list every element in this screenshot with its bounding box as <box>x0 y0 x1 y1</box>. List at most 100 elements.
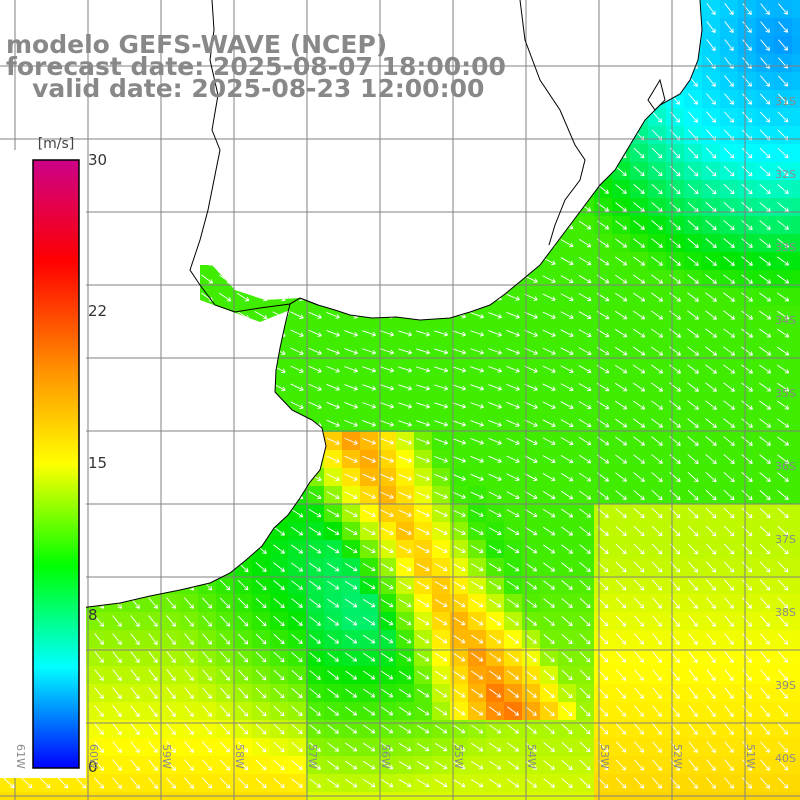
wind-arrow <box>452 4 466 14</box>
wind-cell <box>792 648 800 667</box>
wind-cell <box>162 414 181 433</box>
wind-arrow <box>255 130 267 140</box>
wind-arrow <box>723 310 736 320</box>
wind-arrow <box>777 256 790 266</box>
wind-arrow <box>488 419 502 427</box>
wind-cell <box>234 360 253 379</box>
wind-arrow <box>634 669 644 681</box>
wind-arrow <box>597 561 609 573</box>
wind-arrow <box>777 238 790 248</box>
wind-cell <box>342 144 361 163</box>
latitude-label-39s: 39S <box>775 679 796 692</box>
wind-arrow <box>615 508 627 518</box>
wind-arrow <box>723 256 735 266</box>
wind-arrow <box>705 147 717 159</box>
wind-arrow <box>220 705 231 717</box>
wind-arrow <box>290 383 304 391</box>
wind-cell <box>522 90 541 109</box>
wind-cell <box>306 432 325 451</box>
wind-arrow <box>398 634 412 644</box>
wind-arrow <box>741 238 753 248</box>
wind-arrow <box>470 239 484 247</box>
wind-cell <box>360 216 379 235</box>
wind-arrow <box>219 129 231 141</box>
wind-arrow <box>705 382 717 392</box>
wind-arrow <box>130 687 140 700</box>
wind-arrow <box>290 311 304 319</box>
wind-arrow <box>344 402 358 409</box>
wind-arrow <box>633 202 645 212</box>
wind-arrow <box>579 3 591 15</box>
wind-arrow <box>380 113 394 122</box>
wind-cell <box>234 162 253 181</box>
wind-arrow <box>237 777 249 789</box>
wind-cell <box>126 288 145 307</box>
wind-cell <box>162 324 181 343</box>
wind-arrow <box>525 598 538 608</box>
wind-arrow <box>326 130 340 140</box>
wind-arrow <box>632 328 646 338</box>
wind-arrow <box>452 185 466 193</box>
wind-arrow <box>633 274 646 284</box>
wind-cell <box>486 234 505 253</box>
wind-arrow <box>202 633 212 645</box>
wind-arrow <box>166 111 177 123</box>
wind-cell <box>612 72 631 91</box>
wind-arrow <box>129 274 141 284</box>
wind-arrow <box>362 330 376 337</box>
wind-arrow <box>21 111 33 123</box>
wind-arrow <box>633 184 645 195</box>
wind-cell <box>414 144 433 163</box>
wind-cell <box>630 36 649 55</box>
wind-cell <box>342 234 361 253</box>
wind-arrow <box>416 616 430 626</box>
wind-arrow <box>669 256 681 266</box>
wind-arrow <box>452 366 467 373</box>
wind-arrow <box>3 3 15 15</box>
wind-arrow <box>129 310 141 320</box>
wind-arrow <box>416 40 430 50</box>
longitude-label-61w: 61W <box>14 744 27 769</box>
wind-arrow <box>470 4 484 14</box>
wind-arrow <box>362 688 376 698</box>
wind-arrow <box>506 348 520 355</box>
wind-cell <box>792 432 800 451</box>
wind-arrow <box>130 759 140 771</box>
wind-arrow <box>148 723 158 735</box>
wind-cell <box>144 522 163 541</box>
wind-arrow <box>111 274 123 284</box>
wind-arrow <box>201 525 213 537</box>
wind-arrow <box>398 185 412 193</box>
wind-cell <box>540 36 559 55</box>
wind-cell <box>180 504 199 523</box>
wind-arrow <box>416 384 431 391</box>
wind-arrow <box>254 401 268 410</box>
wind-arrow <box>219 220 231 230</box>
wind-arrow <box>380 598 394 608</box>
wind-arrow <box>777 418 790 428</box>
wind-cell <box>414 126 433 145</box>
wind-arrow <box>148 579 158 591</box>
wind-cell <box>342 198 361 217</box>
wind-arrow <box>308 491 322 500</box>
wind-arrow <box>579 148 591 158</box>
wind-arrow <box>488 384 502 391</box>
wind-cell <box>252 360 271 379</box>
colorbar-gradient <box>32 159 80 769</box>
wind-arrow <box>183 202 195 213</box>
wind-arrow <box>165 256 177 266</box>
wind-arrow <box>489 652 502 662</box>
wind-arrow <box>506 455 520 463</box>
wind-arrow <box>166 579 177 591</box>
wind-arrow <box>184 615 194 627</box>
wind-cell <box>504 36 523 55</box>
wind-arrow <box>705 328 718 338</box>
wind-arrow <box>651 147 663 159</box>
wind-arrow <box>706 615 716 627</box>
wind-arrow <box>219 579 231 591</box>
wind-cell <box>180 324 199 343</box>
wind-arrow <box>524 526 538 536</box>
wind-arrow <box>326 203 340 212</box>
wind-arrow <box>652 615 662 627</box>
